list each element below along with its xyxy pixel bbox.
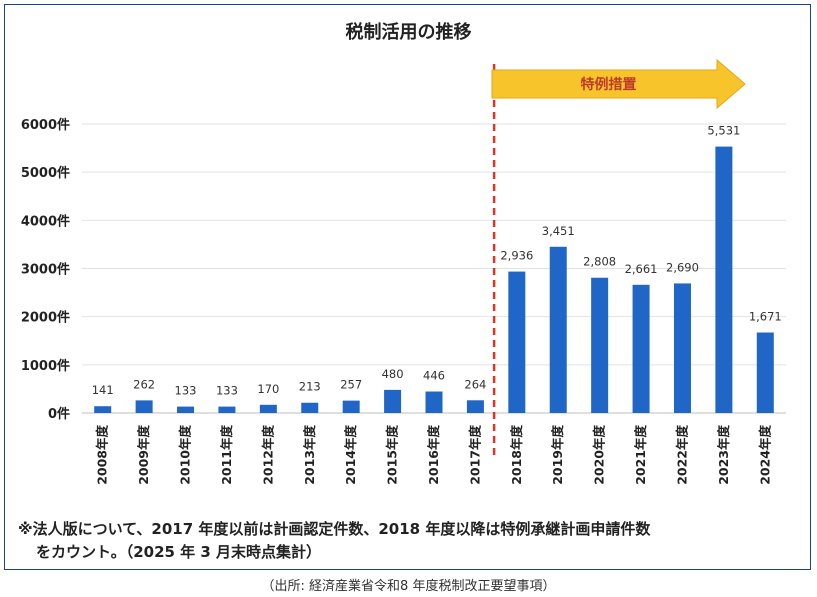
y-tick-label: 2000件 [21,310,70,326]
arrow-label: 特例措置 [581,76,637,93]
bar [301,402,319,413]
x-tick-label: 2023年度 [716,425,731,485]
x-tick-label: 2018年度 [509,425,524,485]
bar [259,404,277,413]
x-tick-label: 2008年度 [95,425,110,485]
data-label: 2,808 [583,255,616,269]
special-measure-annotation: 特例措置 [491,58,746,460]
bar [384,389,402,413]
y-tick-label: 3000件 [21,262,70,278]
chart-title: 税制活用の推移 [345,22,472,43]
bars [94,146,774,414]
x-tick-label: 2022年度 [674,425,689,485]
y-tick-label: 4000件 [21,213,70,229]
bar [218,406,236,413]
data-label: 5,531 [707,124,740,138]
arrow-shape [491,58,746,110]
x-tick-label: 2015年度 [385,425,400,485]
x-tick-label: 2016年度 [426,425,441,485]
gridlines [82,123,786,414]
x-tick-label: 2013年度 [302,425,317,485]
bar [177,406,195,413]
bar [756,332,774,413]
bar [508,271,526,413]
data-label: 480 [382,367,404,381]
x-tick-label: 2019年度 [550,425,565,485]
data-label: 262 [133,377,155,391]
bar [425,391,443,413]
data-label: 446 [423,369,445,383]
x-tick-label: 2010年度 [178,425,193,485]
footnote-line-2: をカウント。（2025 年 3 月末時点集計） [36,543,322,561]
x-tick-label: 2017年度 [467,425,482,485]
data-label: 170 [257,382,279,396]
source-caption: （出所: 経済産業省令和8 年度税制改正要望事項） [261,579,556,594]
bar [549,246,567,413]
x-tick-label: 2011年度 [219,425,234,485]
x-tick-label: 2009年度 [136,425,151,485]
data-label: 133 [175,384,197,398]
x-tick-label: 2014年度 [343,425,358,485]
x-tick-label: 2024年度 [757,425,772,485]
x-tick-label: 2021年度 [633,425,648,485]
x-tick-label: 2020年度 [592,425,607,485]
bar [591,277,609,413]
y-tick-label: 6000件 [21,117,70,133]
footnote-line-1: ※法人版について、2017 年度以前は計画認定件数、2018 年度以降は特例承継… [18,520,651,538]
x-tick-label: 2012年度 [260,425,275,485]
data-label: 2,936 [500,249,533,263]
bar [94,406,112,413]
data-label: 3,451 [542,224,575,238]
data-label: 257 [340,378,362,392]
bar [632,284,650,413]
bar [135,400,153,413]
data-label: 1,671 [749,310,782,324]
y-tick-label: 5000件 [21,165,70,181]
y-tick-label: 1000件 [21,358,70,374]
bar [715,146,733,414]
bar [673,283,691,413]
bar [342,400,360,413]
data-label: 264 [464,377,486,391]
bar [466,400,484,413]
data-labels: 141 262 133 133 170 213 257 480 446 264 2,936 3,451… [92,124,782,398]
data-label: 2,690 [666,260,699,274]
data-label: 141 [92,383,114,397]
data-label: 2,661 [625,262,658,276]
y-tick-label: 0件 [48,406,70,422]
data-label: 133 [216,384,238,398]
data-label: 213 [299,380,321,394]
y-axis-ticks: 0件 1000件 2000件 3000件 4000件 5000件 6000件 [21,117,70,422]
x-axis-ticks: 2008年度 2009年度 2010年度 2011年度 2012年度 2013年度 2014… [95,425,773,485]
